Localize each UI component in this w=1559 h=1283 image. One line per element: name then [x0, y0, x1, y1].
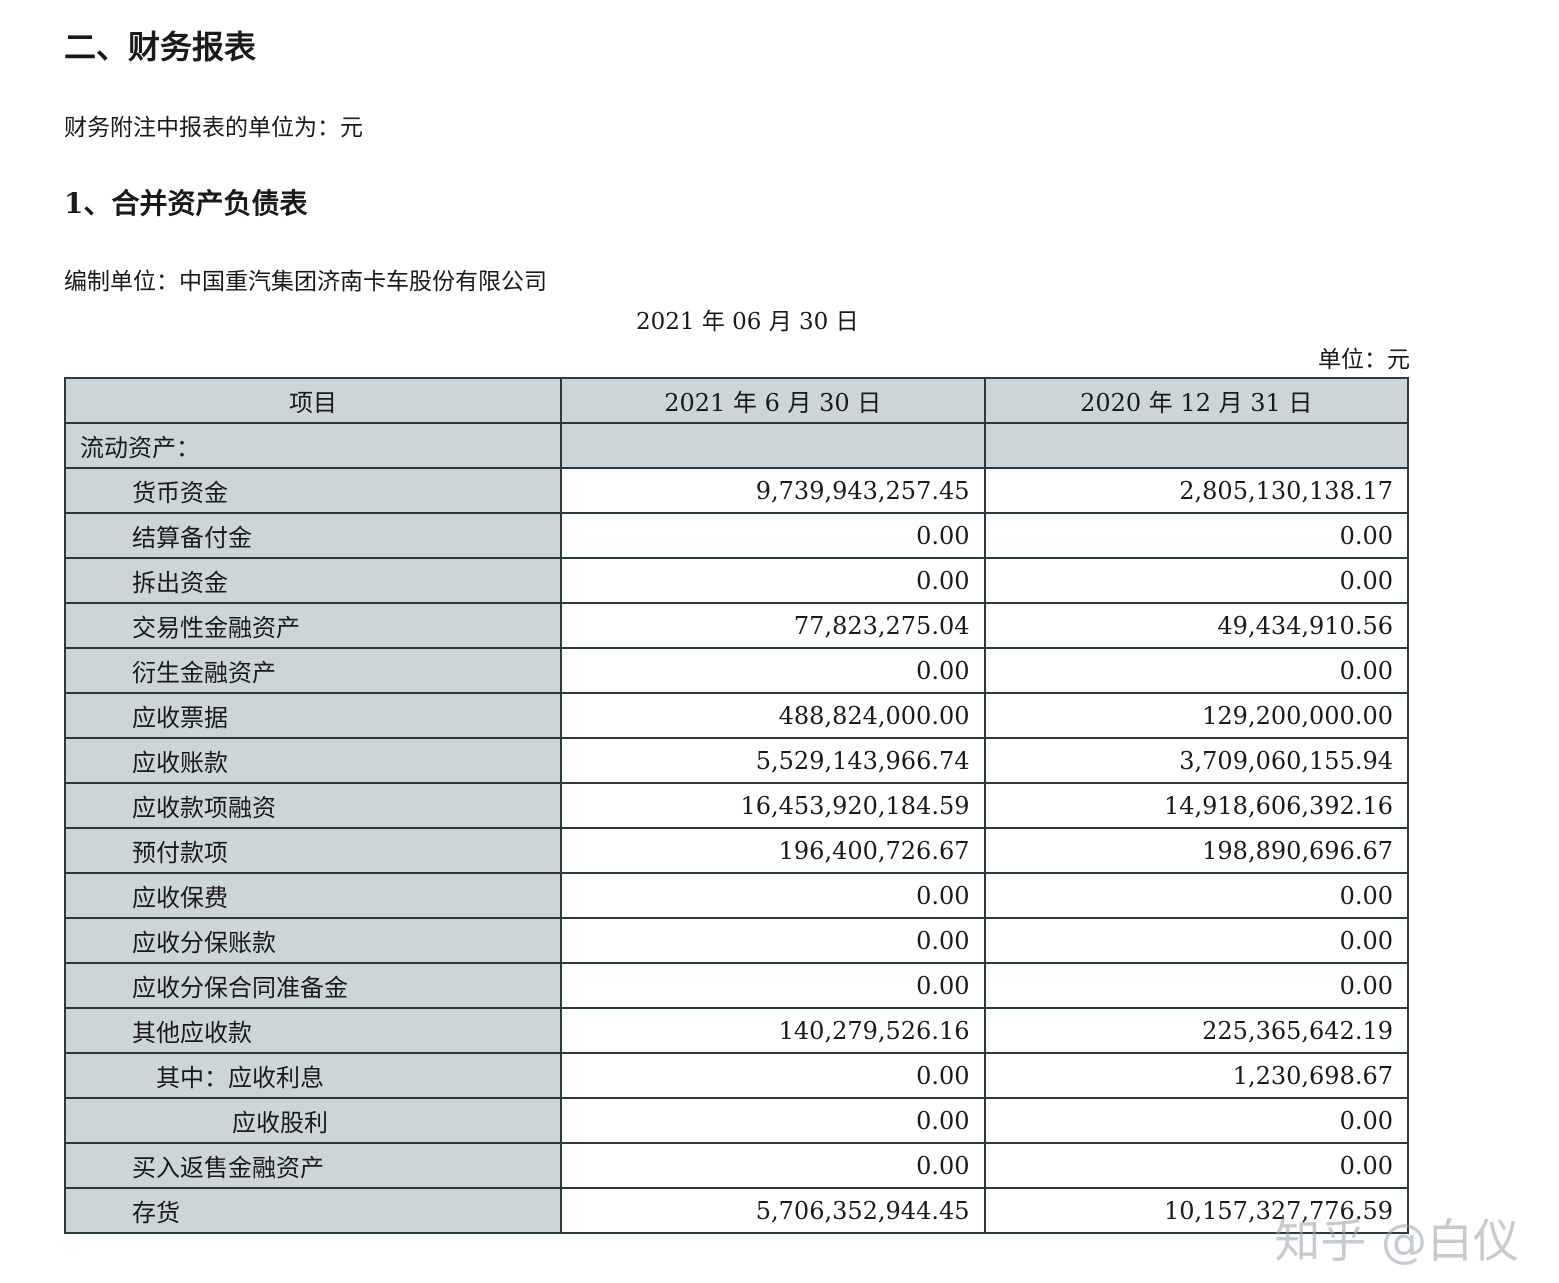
value-2021: 0.00 [560, 962, 986, 1009]
empty-cell [560, 422, 986, 469]
row-item: 应收分保合同准备金 [63, 962, 563, 1009]
unit-note: 财务附注中报表的单位为：元 [64, 115, 363, 141]
value-2020: 3,709,060,155.94 [983, 737, 1409, 784]
report-date: 2021 年 06 月 30 日 [636, 309, 859, 335]
preparer: 编制单位：中国重汽集团济南卡车股份有限公司 [64, 269, 547, 295]
value-2020: 0.00 [983, 962, 1409, 1009]
row-item: 预付款项 [63, 827, 563, 874]
table-row: 应收分保合同准备金 0.00 0.00 [63, 962, 1409, 1009]
header-row: 项目 2021 年 6 月 30 日 2020 年 12 月 31 日 [63, 377, 1409, 424]
value-2020: 1,230,698.67 [983, 1052, 1409, 1099]
table-row: 存货 5,706,352,944.45 10,157,327,776.59 [63, 1187, 1409, 1234]
unit-label: 单位：元 [1318, 347, 1410, 373]
row-item: 结算备付金 [63, 512, 563, 559]
row-item: 衍生金融资产 [63, 647, 563, 694]
value-2021: 5,529,143,966.74 [560, 737, 986, 784]
row-item: 应收账款 [63, 737, 563, 784]
table-row: 结算备付金 0.00 0.00 [63, 512, 1409, 559]
value-2021: 140,279,526.16 [560, 1007, 986, 1054]
value-2021: 0.00 [560, 917, 986, 964]
table-row: 应收账款 5,529,143,966.74 3,709,060,155.94 [63, 737, 1409, 784]
row-item: 存货 [63, 1187, 563, 1234]
value-2021: 196,400,726.67 [560, 827, 986, 874]
table-row: 应收票据 488,824,000.00 129,200,000.00 [63, 692, 1409, 739]
table-row: 应收保费 0.00 0.00 [63, 872, 1409, 919]
value-2021: 488,824,000.00 [560, 692, 986, 739]
table-row: 其中：应收利息 0.00 1,230,698.67 [63, 1052, 1409, 1099]
value-2021: 0.00 [560, 872, 986, 919]
table-title: 1、合并资产负债表 [64, 187, 308, 220]
table-row: 应收分保账款 0.00 0.00 [63, 917, 1409, 964]
table-row: 其他应收款 140,279,526.16 225,365,642.19 [63, 1007, 1409, 1054]
row-item: 应收分保账款 [63, 917, 563, 964]
row-item: 其他应收款 [63, 1007, 563, 1054]
value-2020: 49,434,910.56 [983, 602, 1409, 649]
section-heading: 二、财务报表 [64, 28, 257, 66]
table-row: 交易性金融资产 77,823,275.04 49,434,910.56 [63, 602, 1409, 649]
value-2020: 0.00 [983, 647, 1409, 694]
value-2020: 0.00 [983, 872, 1409, 919]
table-row: 货币资金 9,739,943,257.45 2,805,130,138.17 [63, 467, 1409, 514]
value-2020: 0.00 [983, 557, 1409, 604]
empty-cell [983, 422, 1409, 469]
value-2021: 5,706,352,944.45 [560, 1187, 986, 1234]
row-item: 买入返售金融资产 [63, 1142, 563, 1189]
value-2021: 9,739,943,257.45 [560, 467, 986, 514]
value-2021: 0.00 [560, 1052, 986, 1099]
value-2021: 77,823,275.04 [560, 602, 986, 649]
value-2021: 0.00 [560, 512, 986, 559]
header-2020: 2020 年 12 月 31 日 [983, 377, 1409, 424]
section-label: 流动资产： [63, 422, 563, 469]
table-row: 衍生金融资产 0.00 0.00 [63, 647, 1409, 694]
value-2020: 10,157,327,776.59 [983, 1187, 1409, 1234]
row-item: 其中：应收利息 [63, 1052, 563, 1099]
value-2020: 0.00 [983, 1097, 1409, 1144]
table-row: 买入返售金融资产 0.00 0.00 [63, 1142, 1409, 1189]
value-2021: 0.00 [560, 647, 986, 694]
table-row: 应收股利 0.00 0.00 [63, 1097, 1409, 1144]
section-row: 流动资产： [63, 422, 1409, 469]
value-2021: 16,453,920,184.59 [560, 782, 986, 829]
value-2021: 0.00 [560, 1142, 986, 1189]
row-item: 应收票据 [63, 692, 563, 739]
value-2021: 0.00 [560, 1097, 986, 1144]
value-2021: 0.00 [560, 557, 986, 604]
row-item: 交易性金融资产 [63, 602, 563, 649]
table-row: 拆出资金 0.00 0.00 [63, 557, 1409, 604]
watermark: 知乎 @白仪 [1274, 1214, 1519, 1268]
table-row: 预付款项 196,400,726.67 198,890,696.67 [63, 827, 1409, 874]
value-2020: 14,918,606,392.16 [983, 782, 1409, 829]
balance-sheet-table: 项目 2021 年 6 月 30 日 2020 年 12 月 31 日 流动资产… [63, 377, 1409, 1234]
value-2020: 0.00 [983, 512, 1409, 559]
row-item: 应收保费 [63, 872, 563, 919]
header-item: 项目 [63, 377, 563, 424]
row-item: 货币资金 [63, 467, 563, 514]
table-row: 应收款项融资 16,453,920,184.59 14,918,606,392.… [63, 782, 1409, 829]
value-2020: 0.00 [983, 1142, 1409, 1189]
value-2020: 225,365,642.19 [983, 1007, 1409, 1054]
value-2020: 129,200,000.00 [983, 692, 1409, 739]
row-item: 应收款项融资 [63, 782, 563, 829]
value-2020: 2,805,130,138.17 [983, 467, 1409, 514]
value-2020: 198,890,696.67 [983, 827, 1409, 874]
value-2020: 0.00 [983, 917, 1409, 964]
header-2021: 2021 年 6 月 30 日 [560, 377, 986, 424]
row-item: 应收股利 [63, 1097, 563, 1144]
row-item: 拆出资金 [63, 557, 563, 604]
